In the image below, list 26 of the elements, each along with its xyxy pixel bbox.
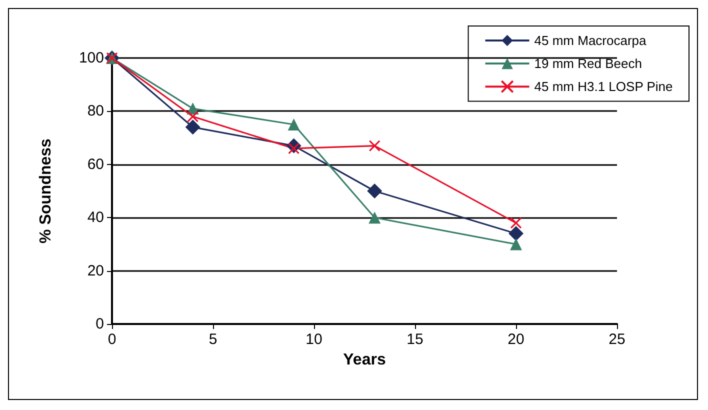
point <box>368 140 380 152</box>
x-tick-label: 5 <box>208 331 218 348</box>
x-tick-label: 10 <box>306 331 322 348</box>
y-axis-title: % Soundness <box>38 138 54 244</box>
point <box>510 238 522 250</box>
y-tick-label: 0 <box>96 316 104 332</box>
legend-label: 45 mm Macrocarpa <box>534 33 648 48</box>
point <box>288 118 300 130</box>
x-tick-label: 20 <box>508 331 524 348</box>
legend-label: 19 mm Red Beech <box>534 56 642 71</box>
y-tick-label: 60 <box>87 156 104 173</box>
point <box>185 120 200 135</box>
point <box>187 110 199 122</box>
point <box>508 226 524 242</box>
x-axis-title: Years <box>343 352 386 368</box>
y-tick-label: 20 <box>87 262 104 280</box>
y-tick-label: 100 <box>78 50 104 66</box>
x-tick-label: 25 <box>608 331 626 348</box>
point <box>510 217 522 229</box>
point <box>368 212 381 224</box>
x-tick-label: 0 <box>108 331 116 348</box>
legend-label: 45 mm H3.1 LOSP Pine <box>534 79 673 94</box>
point <box>367 184 382 198</box>
y-tick-label: 80 <box>87 102 104 120</box>
y-tick-label: 40 <box>87 209 104 226</box>
x-tick-label: 15 <box>406 331 424 348</box>
